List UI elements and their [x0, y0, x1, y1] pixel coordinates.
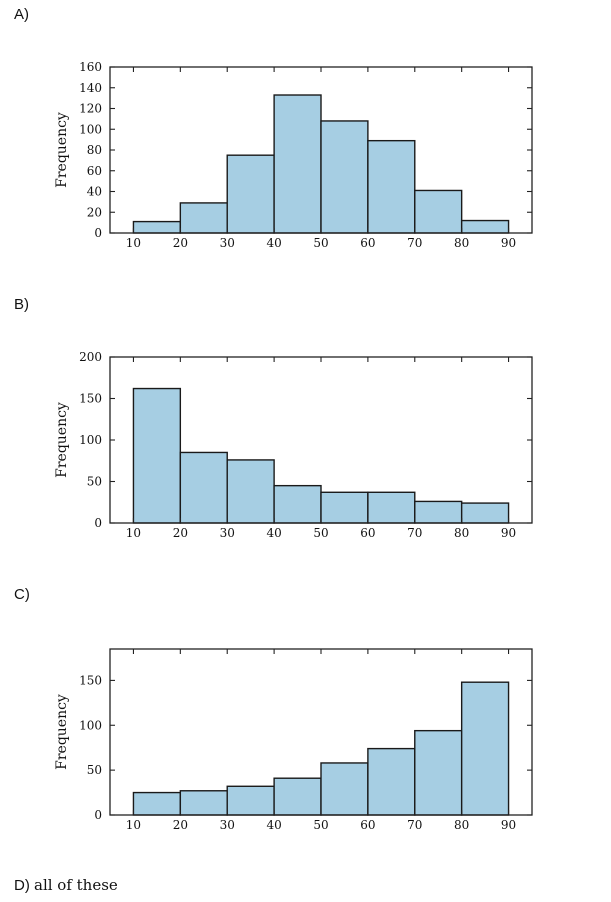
x-tick-label: 60 [360, 236, 375, 250]
histogram-bar [460, 681, 510, 816]
x-tick-label: 10 [126, 526, 141, 540]
histogram-bar [132, 387, 182, 524]
x-tick-label: 90 [501, 526, 516, 540]
x-tick-label: 90 [501, 236, 516, 250]
y-tick-label: 120 [79, 102, 102, 116]
x-tick-label: 40 [266, 526, 281, 540]
option-d-label: D) [14, 877, 30, 894]
histogram-bar [367, 491, 416, 524]
y-tick-label: 80 [87, 143, 102, 157]
option-d: D) all of these [14, 876, 118, 894]
y-tick-label: 0 [94, 808, 102, 822]
x-tick-label: 80 [454, 236, 469, 250]
x-tick-label: 50 [313, 526, 328, 540]
x-tick-label: 40 [266, 818, 281, 832]
x-tick-label: 90 [501, 818, 516, 832]
histogram-bar [273, 94, 322, 234]
histogram-bar [320, 762, 369, 816]
histogram-bar [460, 502, 510, 524]
y-tick-label: 150 [79, 392, 102, 406]
y-tick-label: 20 [87, 205, 102, 219]
option-c-label: C) [14, 586, 30, 603]
x-tick-label: 20 [173, 526, 188, 540]
histogram-bar [132, 220, 182, 234]
histogram-a: 10 20 30 40 50 60 70 80 90 0 20 40 60 80 100 120 140 160 F… [54, 60, 533, 250]
histogram-b: 10 20 30 40 50 60 70 80 90 0 50 100 150 200 Frequency [54, 350, 533, 540]
histogram-bar [273, 777, 322, 816]
histogram-bar [179, 790, 228, 816]
x-tick-label: 30 [220, 236, 235, 250]
histogram-bar [414, 500, 463, 524]
y-tick-label: 0 [94, 226, 102, 240]
histogram-bar [320, 120, 369, 234]
x-tick-label: 80 [454, 818, 469, 832]
x-tick-label: 50 [313, 236, 328, 250]
histogram-bar [414, 189, 463, 234]
x-tick-label: 70 [407, 526, 422, 540]
y-tick-label: 40 [87, 185, 102, 199]
histogram-bar [367, 747, 416, 816]
y-tick-label: 150 [79, 673, 102, 687]
histogram-c: 10 20 30 40 50 60 70 80 90 0 50 100 150 Frequency [54, 648, 533, 832]
option-b-label: B) [14, 296, 29, 313]
x-tick-label: 10 [126, 236, 141, 250]
x-tick-label: 70 [407, 818, 422, 832]
y-tick-label: 0 [94, 516, 102, 530]
histogram-bar [320, 491, 369, 524]
histogram-bar [226, 459, 275, 524]
x-tick-label: 40 [266, 236, 281, 250]
x-tick-label: 60 [360, 526, 375, 540]
x-tick-label: 30 [220, 818, 235, 832]
option-d-text: all of these [34, 876, 118, 894]
x-tick-label: 20 [173, 236, 188, 250]
y-tick-label: 140 [79, 81, 102, 95]
x-tick-label: 30 [220, 526, 235, 540]
histogram-bar [132, 791, 182, 816]
x-tick-label: 80 [454, 526, 469, 540]
histogram-bar [226, 154, 275, 234]
histogram-bar [226, 785, 275, 816]
y-tick-label: 100 [79, 718, 102, 732]
x-tick-label: 50 [313, 818, 328, 832]
y-tick-label: 100 [79, 122, 102, 136]
option-a-label: A) [14, 6, 29, 23]
x-tick-label: 10 [126, 818, 141, 832]
x-tick-label: 60 [360, 818, 375, 832]
histogram-bar [367, 139, 416, 234]
y-tick-label: 60 [87, 164, 102, 178]
y-tick-label: 50 [87, 763, 102, 777]
y-tick-label: 160 [79, 60, 102, 74]
histogram-bar [414, 729, 463, 816]
y-axis-label: Frequency [54, 402, 70, 478]
histogram-bar [179, 202, 228, 234]
y-axis-label: Frequency [54, 112, 70, 188]
histogram-bar [273, 484, 322, 524]
y-tick-label: 50 [87, 475, 102, 489]
y-tick-label: 200 [79, 350, 102, 364]
histogram-bar [179, 451, 228, 524]
x-tick-label: 70 [407, 236, 422, 250]
y-tick-label: 100 [79, 433, 102, 447]
x-tick-label: 20 [173, 818, 188, 832]
y-axis-label: Frequency [54, 694, 70, 770]
histogram-bar [460, 219, 510, 234]
